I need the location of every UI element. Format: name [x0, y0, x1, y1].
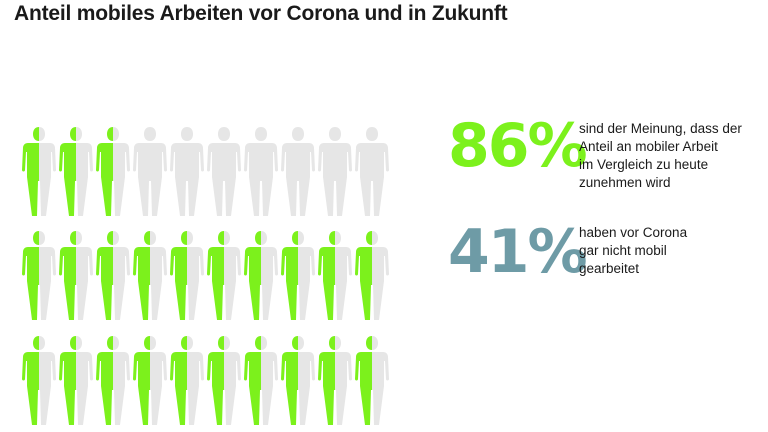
stat-increase-value: 86% — [448, 111, 588, 181]
person-icon — [22, 231, 56, 320]
person-icon — [22, 127, 56, 216]
person-icon — [59, 127, 93, 216]
person-icon — [355, 336, 389, 425]
person-icon — [244, 336, 278, 425]
stat-increase-line: Anteil an mobiler Arbeit — [579, 139, 718, 154]
person-icon — [22, 336, 56, 425]
person-icon — [355, 231, 389, 320]
person-icon — [318, 231, 352, 320]
person-icon — [207, 336, 241, 425]
person-icon — [133, 231, 167, 320]
person-icon — [281, 336, 315, 425]
person-icon — [318, 127, 352, 216]
person-icon — [281, 127, 315, 216]
stat-increase-line: im Vergleich zu heute — [579, 157, 709, 172]
person-icon — [133, 336, 167, 425]
stat-not-mobile-line: gearbeitet — [579, 261, 640, 276]
person-icon — [281, 231, 315, 320]
person-icon — [207, 127, 241, 216]
person-icon — [96, 336, 130, 425]
person-icon — [170, 127, 204, 216]
person-icon — [133, 127, 167, 216]
chart-title: Anteil mobiles Arbeiten vor Corona und i… — [14, 2, 508, 25]
stat-not-mobile-line: gar nicht mobil — [579, 243, 667, 258]
person-icon — [59, 336, 93, 425]
person-icon — [207, 231, 241, 320]
stat-not-mobile-line: haben vor Corona — [579, 225, 688, 240]
stat-not-mobile-value: 41% — [448, 217, 588, 287]
stat-increase-line: zunehmen wird — [579, 175, 671, 190]
stat-not-mobile-description: haben vor Corona gar nicht mobil gearbei… — [579, 224, 687, 278]
person-icon — [244, 231, 278, 320]
stat-increase-line: sind der Meinung, dass der — [579, 121, 742, 136]
person-icon — [318, 336, 352, 425]
person-icon — [59, 231, 93, 320]
pictogram-grid — [22, 127, 389, 425]
person-icon — [244, 127, 278, 216]
person-icon — [170, 231, 204, 320]
person-icon — [170, 336, 204, 425]
person-icon — [96, 231, 130, 320]
person-icon — [96, 127, 130, 216]
person-icon — [355, 127, 389, 216]
stat-increase-description: sind der Meinung, dass der Anteil an mob… — [579, 120, 742, 192]
